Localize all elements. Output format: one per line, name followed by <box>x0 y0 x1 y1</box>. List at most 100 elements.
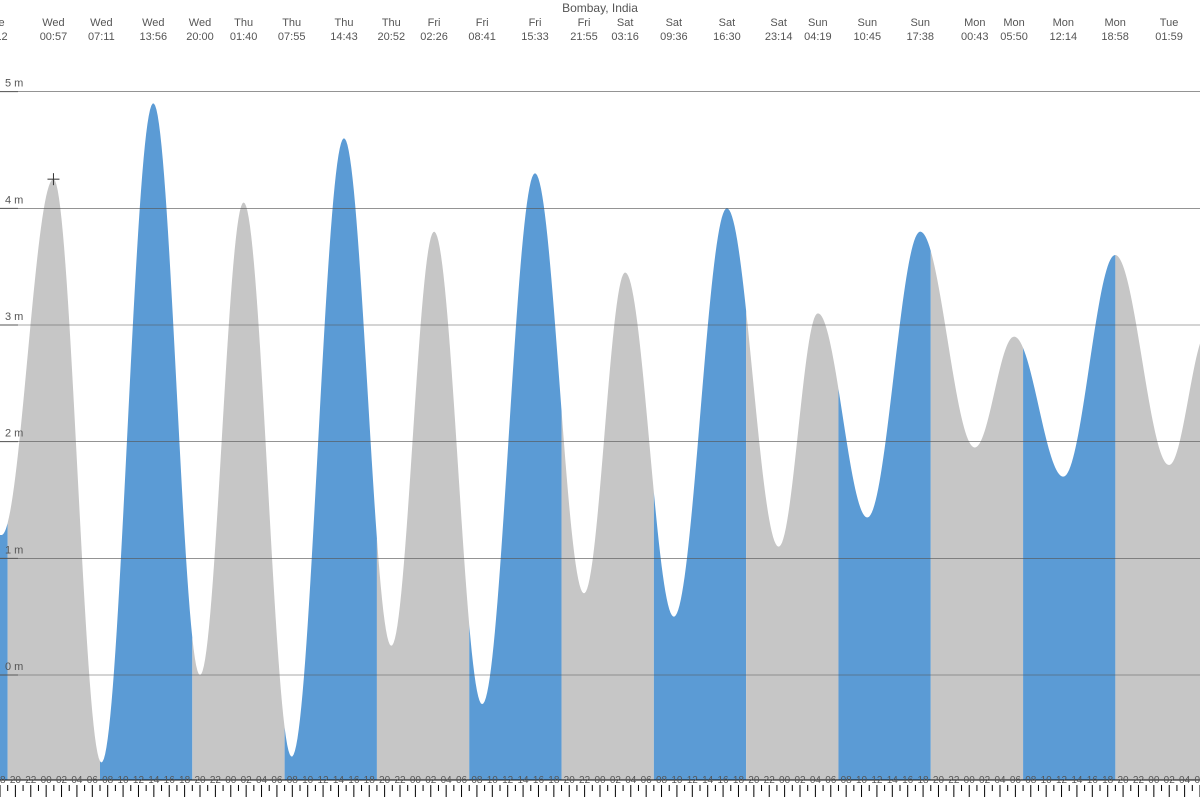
x-hour-label: 14 <box>1071 775 1083 786</box>
x-hour-label: 10 <box>487 775 499 786</box>
x-hour-label: 16 <box>1087 775 1099 786</box>
x-hour-label: 00 <box>964 775 976 786</box>
top-label-day: Fri <box>578 17 591 29</box>
top-label-day: Sun <box>910 17 930 29</box>
x-hour-label: 04 <box>810 775 822 786</box>
x-hour-label: 14 <box>148 775 160 786</box>
top-label-day: Thu <box>234 17 253 29</box>
top-label-day: Wed <box>189 17 211 29</box>
x-hour-label: 08 <box>656 775 668 786</box>
x-hour-label: 02 <box>794 775 806 786</box>
y-axis-label: 4 m <box>5 194 23 206</box>
top-label-time: 17:38 <box>906 31 934 43</box>
top-label-day: Wed <box>90 17 112 29</box>
top-label-time: 08:41 <box>468 31 496 43</box>
x-hour-label: 04 <box>1179 775 1191 786</box>
x-hour-label: 22 <box>579 775 591 786</box>
top-label-time: 21:55 <box>570 31 598 43</box>
x-hour-label: 08 <box>841 775 853 786</box>
top-label-day: Sat <box>617 17 634 29</box>
x-hour-label: 10 <box>856 775 868 786</box>
tide-area-day <box>654 208 746 780</box>
x-hour-label: 14 <box>887 775 899 786</box>
marker-cross <box>47 173 59 185</box>
top-label-day: Fri <box>428 17 441 29</box>
x-hour-label: 18 <box>918 775 930 786</box>
top-label-time: 04:19 <box>804 31 832 43</box>
x-hour-label: 08 <box>102 775 114 786</box>
x-hour-label: 02 <box>425 775 437 786</box>
x-hour-label: 10 <box>671 775 683 786</box>
x-hour-label: 14 <box>333 775 345 786</box>
top-label-time: 00:57 <box>40 31 68 43</box>
top-label-day: Wed <box>42 17 64 29</box>
top-label-time: 15:33 <box>521 31 549 43</box>
x-hour-label: 04 <box>441 775 453 786</box>
tide-area-night <box>192 203 284 781</box>
tide-area-night <box>746 311 838 780</box>
top-label-time: 18:58 <box>1101 31 1129 43</box>
x-hour-label: 12 <box>318 775 330 786</box>
x-hour-label: 16 <box>348 775 360 786</box>
x-hour-label: 20 <box>379 775 391 786</box>
top-label-day: Fri <box>476 17 489 29</box>
top-label-time: 05:50 <box>1000 31 1028 43</box>
x-hour-label: 22 <box>764 775 776 786</box>
x-hour-label: 20 <box>10 775 22 786</box>
tide-area-night <box>931 251 1023 780</box>
x-hour-label: 00 <box>779 775 791 786</box>
x-hour-label: 04 <box>256 775 268 786</box>
x-hour-label: 12 <box>502 775 514 786</box>
x-hour-label: 14 <box>518 775 530 786</box>
y-axis-label: 5 m <box>5 78 23 90</box>
x-hour-label: 00 <box>41 775 53 786</box>
top-label-time: 16:30 <box>713 31 741 43</box>
x-hour-label: 06 <box>641 775 653 786</box>
x-hour-label: 02 <box>1164 775 1176 786</box>
top-label-time: 12 <box>0 31 8 43</box>
x-hour-label: 12 <box>871 775 883 786</box>
chart-title: Bombay, India <box>562 1 638 15</box>
x-hour-label: 06 <box>271 775 283 786</box>
top-label-day: Sun <box>858 17 878 29</box>
top-label-time: 02:26 <box>420 31 448 43</box>
x-hour-label: 10 <box>1041 775 1053 786</box>
tide-chart: Bombay, Indiae12Wed00:57Wed07:11Wed13:56… <box>0 0 1200 800</box>
top-label-time: 12:14 <box>1050 31 1078 43</box>
x-hour-label: 06 <box>1010 775 1022 786</box>
top-label-day: Thu <box>335 17 354 29</box>
tide-area-day <box>469 173 561 780</box>
x-hour-label: 02 <box>56 775 68 786</box>
top-label-time: 01:40 <box>230 31 258 43</box>
top-label-day: Mon <box>964 17 985 29</box>
x-hour-label: 02 <box>241 775 253 786</box>
y-axis-label: 0 m <box>5 661 23 673</box>
top-label-time: 07:55 <box>278 31 306 43</box>
x-hour-label: 18 <box>364 775 376 786</box>
x-hour-label: 22 <box>25 775 37 786</box>
x-hour-label: 00 <box>410 775 422 786</box>
x-hour-label: 08 <box>287 775 299 786</box>
tide-area-day <box>838 232 930 780</box>
x-hour-label: 18 <box>179 775 191 786</box>
top-label-day: Sat <box>719 17 736 29</box>
top-label-time: 07:11 <box>88 31 115 43</box>
x-hour-label: 00 <box>225 775 237 786</box>
x-hour-label: 20 <box>1118 775 1130 786</box>
y-axis-label: 1 m <box>5 544 23 556</box>
top-label-time: 00:43 <box>961 31 989 43</box>
tide-area-day <box>0 523 8 780</box>
top-label-time: 20:52 <box>378 31 406 43</box>
x-hour-label: 16 <box>902 775 914 786</box>
x-hour-label: 08 <box>1025 775 1037 786</box>
top-label-day: Thu <box>382 17 401 29</box>
x-hour-label: 20 <box>564 775 576 786</box>
x-hour-label: 22 <box>948 775 960 786</box>
x-hour-label: 02 <box>610 775 622 786</box>
y-axis-label: 3 m <box>5 311 23 323</box>
top-label-time: 03:16 <box>611 31 639 43</box>
x-hour-label: 22 <box>394 775 406 786</box>
top-label-day: Thu <box>282 17 301 29</box>
x-hour-label: 18 <box>0 775 6 786</box>
top-label-time: 09:36 <box>660 31 688 43</box>
